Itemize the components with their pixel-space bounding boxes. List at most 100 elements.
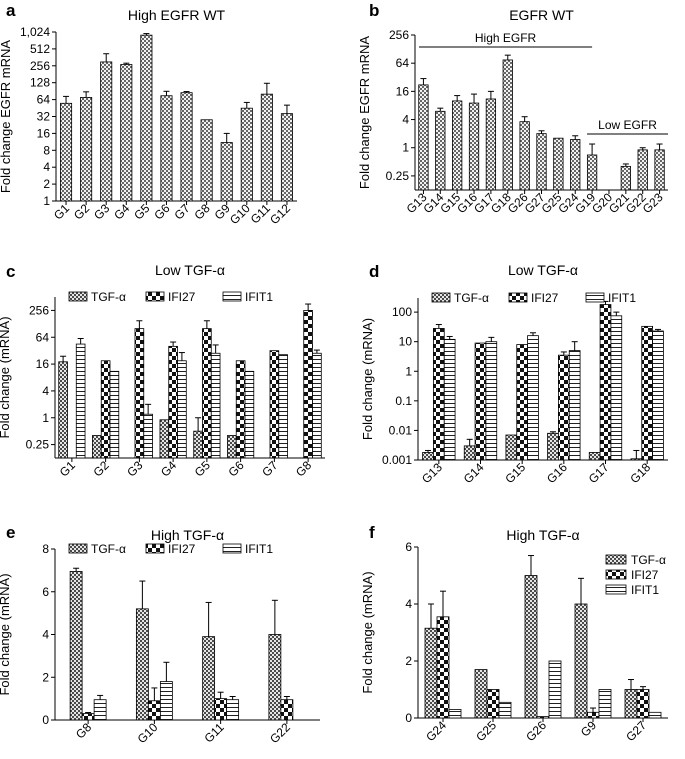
y-tick-label: 128 [30,76,50,90]
panel-letter: a [6,1,16,20]
bar [588,452,601,461]
x-tick-label: G3 [91,201,112,222]
bar [109,370,120,459]
y-axis-label: Fold change (mRNA) [0,316,12,438]
chart-title: High TGF-α [506,527,579,543]
legend: TGF-α IFI27 IFIT1 [68,542,273,556]
panel-a: a High EGFR WT Fold change EGFR mRNA 1 2 4 8 16… [0,1,297,227]
y-tick-label: 100 [392,305,412,319]
bar [485,98,497,191]
bar [574,603,588,719]
bar [135,608,149,721]
legend-label: TGF-α [454,291,489,305]
group-annotation: Low EGFR [598,118,657,132]
legend-swatch [145,291,165,302]
y-tick-label: 10 [399,335,413,349]
bar [193,430,203,459]
bar [498,701,512,719]
legend-label: TGF-α [91,542,126,556]
y-tick-label: 256 [389,28,409,42]
bar [452,100,463,191]
bar [269,350,280,459]
bar [568,350,581,461]
bar [60,102,73,202]
bar [202,328,212,459]
bar [202,636,216,721]
legend-swatch [585,292,605,303]
bar [143,413,153,459]
bar [140,34,153,202]
bar [235,360,246,459]
bar [210,352,221,459]
bar [100,61,113,202]
bar [468,102,480,191]
bar [433,328,445,461]
y-tick-label: 0.25 [386,169,410,183]
y-axis-label: Fold change (mRNA) [360,318,375,440]
bar [652,330,664,461]
bar [624,689,638,719]
x-tick-label: G4 [111,201,132,222]
x-tick-label: G16 [544,460,570,486]
panel-letter: d [369,262,379,281]
x-tick-label: G24 [423,718,449,744]
bar [244,370,255,459]
bar [200,119,213,202]
legend-label: IFIT1 [245,542,273,556]
y-tick-label: 256 [30,59,50,73]
panel-f: f High TGF-α Fold change (mRNA) 0 2 4 6 G24 G25 G… [360,523,668,744]
bar [240,107,253,202]
x-tick-label: G18 [627,460,653,486]
x-tick-label: G12 [267,201,293,227]
y-tick-label: 1 [43,194,50,208]
bar [435,110,446,191]
y-tick-label: 4 [43,160,50,174]
bar [93,699,107,721]
legend-label: TGF-α [91,290,126,304]
legend-swatch [605,569,627,580]
x-tick-label: G10 [135,720,161,746]
bar [177,360,187,459]
chart-title: High TGF-α [151,527,224,543]
legend: TGF-α IFI27 IFIT1 [431,291,636,305]
group-annotation: High EGFR [475,31,537,45]
y-tick-label: 64 [37,93,51,107]
bar [536,133,547,191]
x-tick-label: G7 [171,201,192,222]
bar [558,354,570,461]
y-tick-label: 0.1 [395,394,412,408]
bar [553,137,564,191]
y-tick-label: 8 [43,143,50,157]
bar [519,121,530,191]
legend-swatch [431,292,451,303]
panel-letter: e [6,523,15,542]
y-tick-label: 0.01 [389,423,413,437]
legend-swatch [508,292,528,303]
bar [159,419,170,459]
x-tick-label: G2 [71,201,92,222]
bar [599,304,612,461]
bar [524,575,538,719]
bar [547,432,559,461]
x-tick-label: G8 [293,458,314,479]
x-tick-label: G6 [151,201,172,222]
x-tick-label: G17 [586,460,612,486]
bar [303,310,313,459]
y-axis-label: Fold change EGFR mRNA [357,36,372,189]
x-tick-label: G1 [57,458,78,479]
legend-label: TGF-α [631,553,666,567]
bar [502,59,513,191]
legend-label: IFIT1 [245,290,273,304]
legend-swatch [145,543,165,554]
bar [586,711,600,719]
legend-label: IFI27 [531,291,559,305]
y-tick-label: 4 [405,597,412,611]
bar [280,113,293,202]
bar [474,342,487,461]
x-tick-label: G7 [259,458,280,479]
x-tick-label: G15 [502,460,528,486]
y-tick-label: 64 [396,56,410,70]
y-axis-label: Fold change (mRNA) [360,571,375,693]
x-tick-label: G8 [73,720,94,741]
bar [147,700,161,721]
